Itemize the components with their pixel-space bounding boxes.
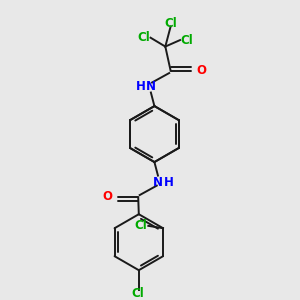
Text: H: H <box>136 80 146 92</box>
Text: N: N <box>153 176 163 189</box>
Text: O: O <box>103 190 113 203</box>
Text: O: O <box>196 64 206 76</box>
Text: Cl: Cl <box>135 219 147 232</box>
Text: Cl: Cl <box>164 17 177 30</box>
Text: Cl: Cl <box>180 34 193 46</box>
Text: Cl: Cl <box>138 31 151 44</box>
Text: Cl: Cl <box>131 287 144 300</box>
Text: H: H <box>164 176 174 189</box>
Text: N: N <box>146 80 156 92</box>
